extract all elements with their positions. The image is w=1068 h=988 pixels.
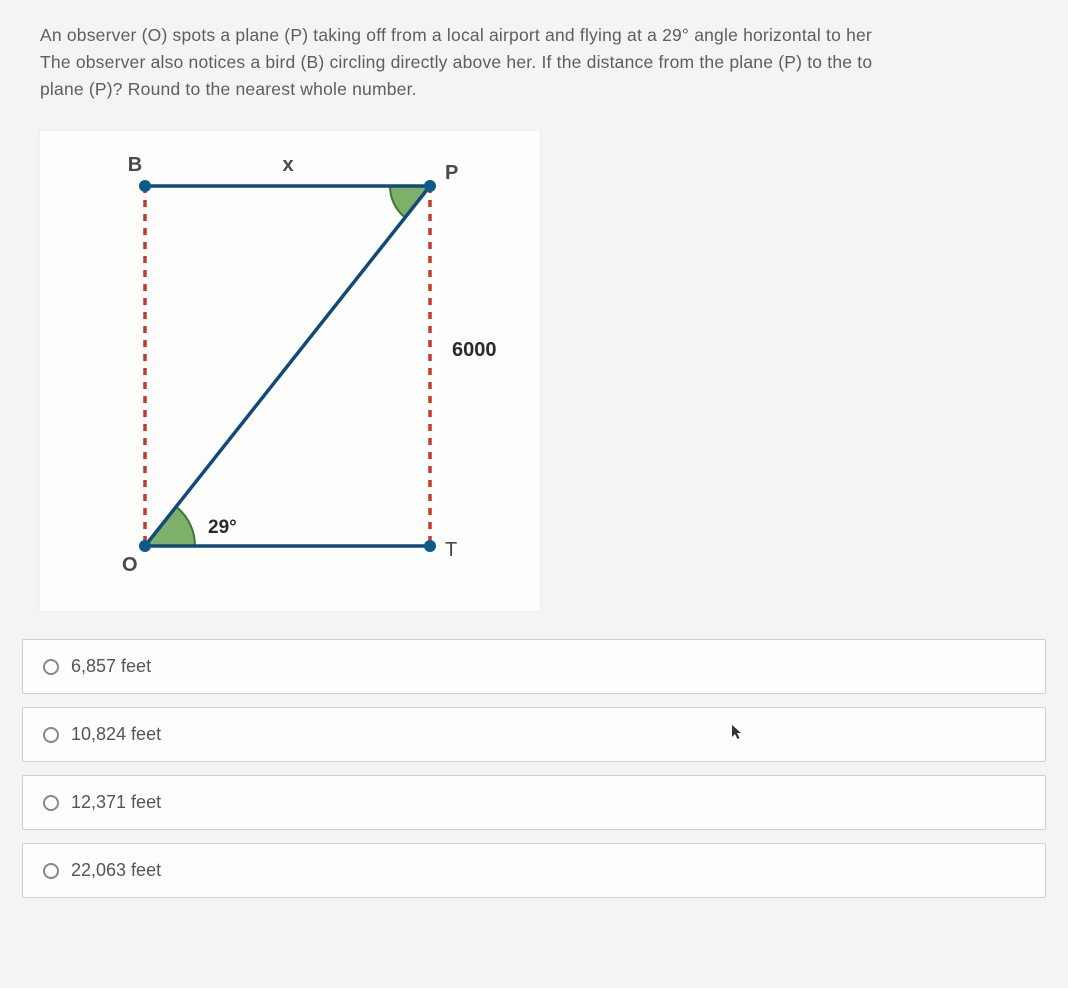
label-T: T [445,539,457,561]
label-B: B [128,154,142,176]
diagram-svg: B x P O T 6000 29° [40,131,540,611]
question-line-2: The observer also notices a bird (B) cir… [40,49,1050,76]
question-line-3: plane (P)? Round to the nearest whole nu… [40,76,1050,103]
answer-label: 22,063 feet [71,860,161,881]
point-B [139,180,151,192]
label-O: O [122,554,138,576]
answer-option-d[interactable]: 22,063 feet [22,843,1046,898]
label-side-6000: 6000 [452,339,497,361]
point-P [424,180,436,192]
answer-option-c[interactable]: 12,371 feet [22,775,1046,830]
label-angle-29: 29° [208,517,237,538]
answer-option-a[interactable]: 6,857 feet [22,639,1046,694]
radio-icon [43,727,59,743]
question-line-1: An observer (O) spots a plane (P) taking… [40,22,1050,49]
radio-icon [43,863,59,879]
answer-option-b[interactable]: 10,824 feet [22,707,1046,762]
edge-OP [145,186,430,546]
answer-label: 6,857 feet [71,656,151,677]
label-P: P [445,162,458,184]
answer-list: 6,857 feet 10,824 feet 12,371 feet 22,06… [22,639,1046,898]
geometry-diagram: B x P O T 6000 29° [40,131,540,611]
point-T [424,540,436,552]
answer-label: 10,824 feet [71,724,161,745]
radio-icon [43,795,59,811]
point-O [139,540,151,552]
label-x: x [282,154,293,176]
question-text: An observer (O) spots a plane (P) taking… [0,0,1068,113]
answer-label: 12,371 feet [71,792,161,813]
radio-icon [43,659,59,675]
cursor-icon [731,724,745,745]
